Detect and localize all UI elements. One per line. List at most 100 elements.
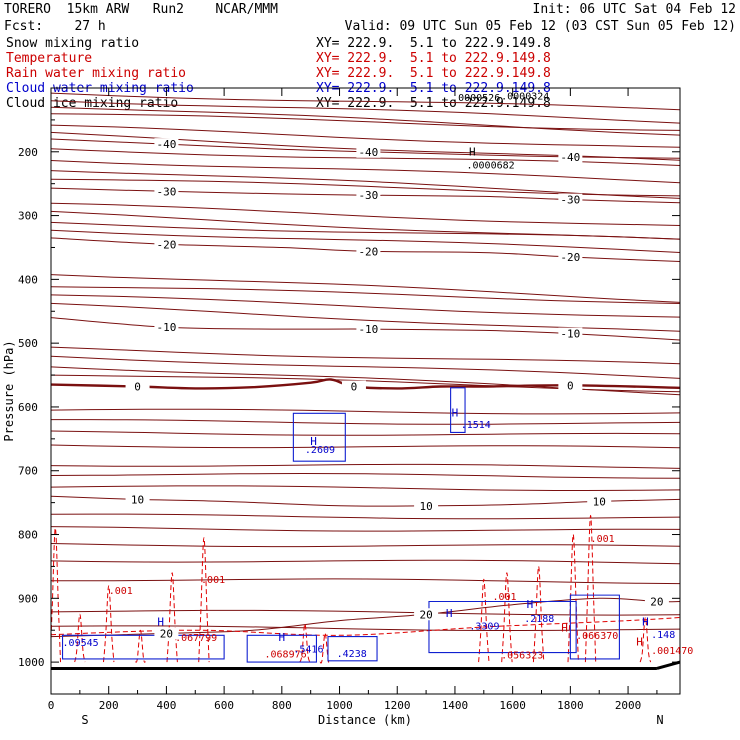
isotherm-label-bg — [558, 150, 583, 163]
y-axis-label: Pressure (hPa) — [2, 340, 16, 441]
rain-value-label: .067799 — [175, 633, 217, 644]
isotherm-line — [51, 160, 680, 184]
isotherm-label: 10 — [593, 495, 606, 508]
isotherm-label-bg — [125, 380, 150, 393]
cloud-water-value-label: .148 — [651, 630, 675, 641]
header-valid: Valid: 09 UTC Sun 05 Feb 12 (03 CST Sun … — [344, 19, 736, 34]
x-tick-label: 200 — [99, 699, 119, 712]
x-axis-label: Distance (km) — [318, 713, 412, 727]
isotherm-label-bg — [154, 321, 179, 334]
y-tick-label: 800 — [18, 529, 38, 542]
high-marker: H — [452, 407, 459, 420]
isotherm-line — [51, 170, 680, 199]
isotherm-line — [51, 408, 680, 415]
cloud-water-cell — [327, 636, 378, 662]
header-fcst: Fcst: 27 h — [4, 19, 106, 34]
high-marker: H — [157, 616, 164, 629]
snow-value-label: .0000526 — [452, 93, 500, 104]
isotherm-line — [51, 274, 680, 303]
cloud-water-cell — [450, 387, 466, 434]
isotherm-label-bg — [356, 189, 381, 202]
isotherm-line — [51, 229, 680, 253]
isotherm-label-bg — [125, 493, 150, 506]
header-init: Init: 06 UTC Sat 04 Feb 12 — [532, 2, 737, 17]
rain-contour — [639, 616, 652, 663]
high-marker: H — [279, 631, 286, 644]
rain-contour — [319, 632, 331, 664]
isotherm-line — [51, 92, 680, 111]
isotherm-line — [51, 526, 680, 532]
isotherm-line — [51, 419, 680, 425]
cloud-water-value-label: .3309 — [469, 622, 499, 633]
isotherm-label: -10 — [560, 328, 580, 341]
cloud-water-cell — [246, 634, 317, 663]
cloud-water-value-label: .2609 — [305, 445, 335, 456]
x-tick-label: 600 — [214, 699, 234, 712]
isotherm-label: -30 — [560, 194, 580, 207]
isotherm-label: -20 — [358, 245, 378, 258]
cloud-water-value-label: .5416 — [293, 645, 323, 656]
rain-contour — [299, 623, 311, 663]
legend-snow-xy: XY= 222.9. 5.1 to 222.9.149.8 — [316, 36, 551, 51]
isotherm-line — [51, 202, 680, 226]
isotherm-label: -30 — [156, 185, 176, 198]
x-tick-label: 0 — [48, 699, 55, 712]
high-marker: H — [310, 435, 317, 448]
isotherm-label: 0 — [567, 379, 574, 392]
isotherm-label-bg — [558, 251, 583, 264]
cloud-water-value-label: .2188 — [524, 614, 554, 625]
high-marker: H — [469, 146, 476, 159]
south-label: S — [81, 713, 88, 727]
cloud-water-value-label: .09545 — [63, 638, 99, 649]
isotherm-label: 10 — [131, 493, 144, 506]
rain-contour — [134, 629, 147, 663]
north-label: N — [656, 713, 663, 727]
isotherm-line — [51, 609, 680, 616]
x-tick-label: 2000 — [615, 699, 642, 712]
isotherm-line — [51, 444, 680, 449]
rain-contour — [501, 572, 513, 663]
isotherm-label-bg — [414, 608, 439, 621]
isotherm-label-bg — [341, 380, 366, 393]
x-tick-label: 1400 — [442, 699, 469, 712]
rain-value-label: .001 — [201, 575, 225, 586]
rain-contour — [584, 514, 597, 663]
isotherm-line — [51, 578, 680, 585]
isotherm-label-bg — [414, 499, 439, 512]
isotherm-line — [51, 485, 680, 492]
rain-contour — [103, 585, 115, 663]
isotherm-line — [51, 355, 680, 379]
y-tick-label: 600 — [18, 401, 38, 414]
high-marker: H — [642, 616, 649, 629]
legend-temp-name: Temperature — [6, 51, 93, 66]
isotherm-label-bg — [356, 245, 381, 258]
rain-value-label: .001 — [492, 592, 516, 603]
rain-contour — [166, 572, 178, 663]
isotherm-line — [51, 513, 680, 520]
isotherm-label-bg — [558, 193, 583, 206]
isotherm-line — [51, 430, 680, 436]
isotherm-label: -20 — [560, 251, 580, 264]
rain-contour — [51, 527, 61, 663]
isotherm-line — [51, 106, 680, 136]
isotherm-line — [51, 100, 680, 124]
contour-labels: -40 -40 -40 -30 -30 -30 -20 -20 -20 -10 -10 -10 0 0 0 1… — [63, 91, 694, 661]
legend-rain-name: Rain water mixing ratio — [6, 66, 187, 81]
isotherm-label: 0 — [134, 381, 141, 394]
isotherm-label-bg — [558, 379, 583, 392]
x-tick-label: 1200 — [384, 699, 411, 712]
isotherm-label: 20 — [650, 596, 663, 609]
y-tick-label: 900 — [18, 592, 38, 605]
rain-contour — [532, 565, 545, 663]
rain-value-label: .066370 — [576, 631, 618, 642]
ground-surface — [656, 660, 681, 670]
y-tick-label: 200 — [18, 146, 38, 159]
rain-value-label: .001470 — [651, 646, 693, 657]
rain-contour — [74, 613, 86, 663]
isotherm-label-bg — [154, 627, 179, 640]
rain-value-label: .056323 — [501, 650, 543, 661]
isotherm-label: 20 — [160, 627, 173, 640]
isotherm-label: -20 — [156, 238, 176, 251]
